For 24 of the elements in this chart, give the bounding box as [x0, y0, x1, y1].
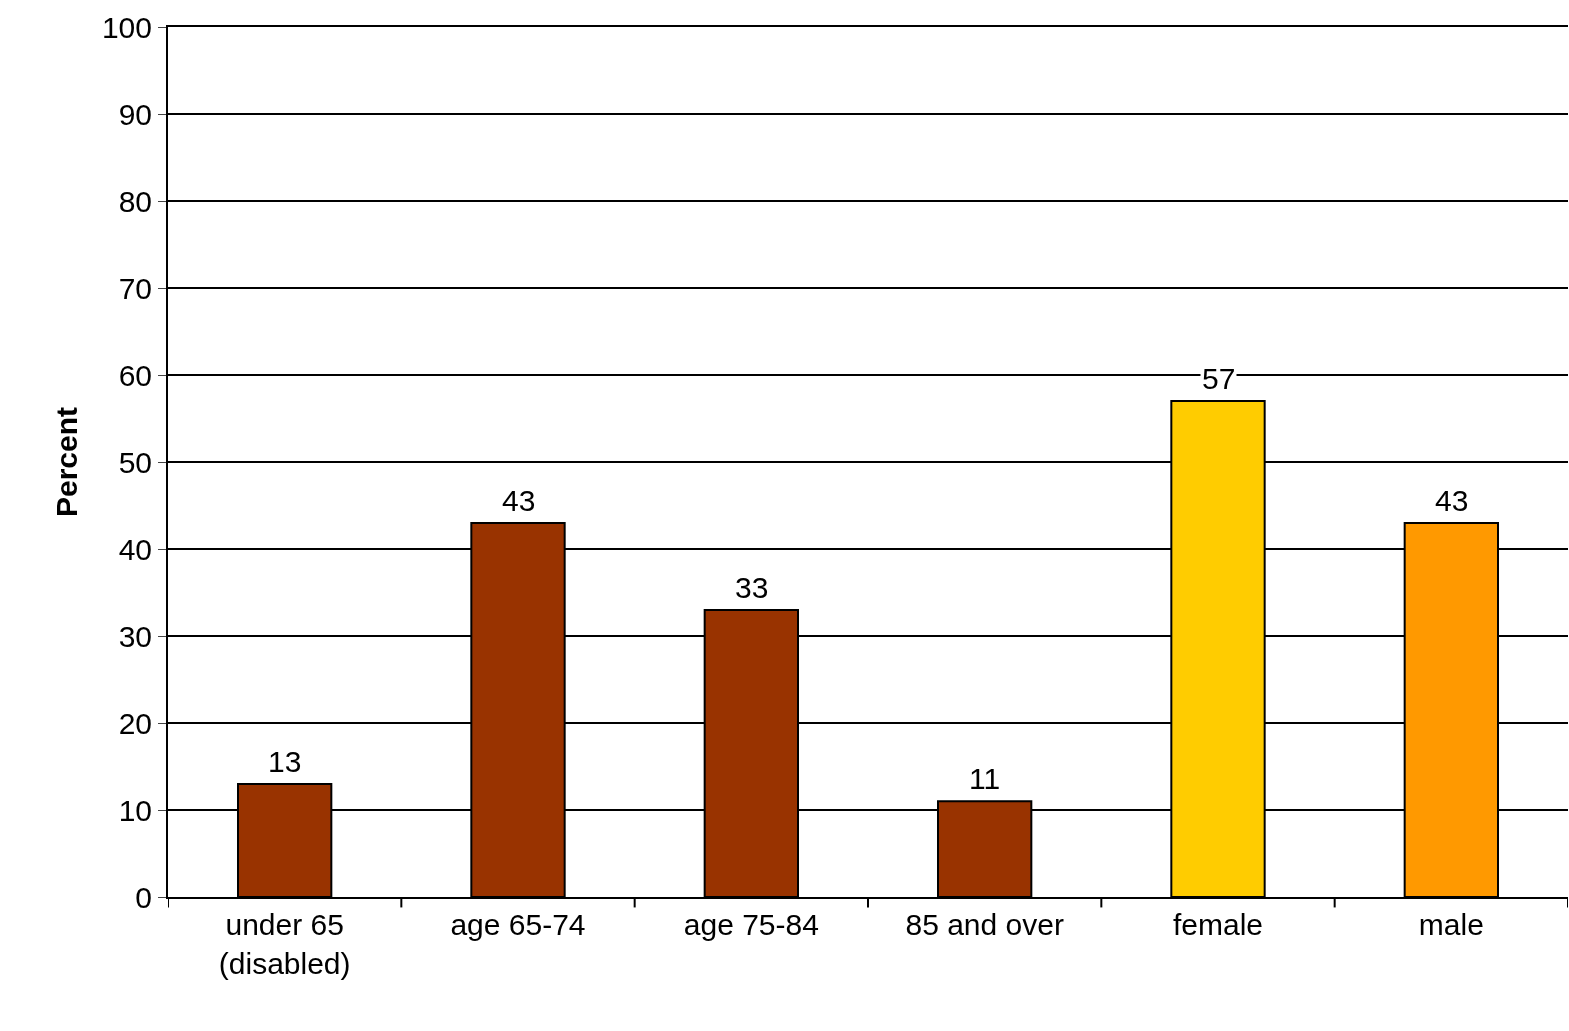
data-label: 33 [735, 571, 769, 604]
x-tick-label: 85 and over [905, 908, 1064, 941]
x-tick-label: under 65 (disabled) [218, 908, 351, 980]
data-label: 57 [1202, 362, 1236, 395]
y-tick-label: 60 [118, 358, 152, 392]
x-tick-label: female [1172, 908, 1264, 941]
data-label: 13 [268, 745, 302, 778]
y-tick-label: 50 [118, 445, 152, 479]
x-tick-label: age 75-84 [683, 908, 819, 941]
x-tick-label: male [1418, 908, 1484, 941]
y-tick-label: 70 [118, 271, 152, 305]
y-tick-label: 90 [118, 97, 152, 131]
y-tick-label: 100 [101, 10, 152, 44]
y-tick-label: 0 [135, 880, 152, 914]
data-label: 43 [502, 484, 536, 517]
y-tick-label: 30 [118, 619, 152, 653]
y-tick-label: 80 [118, 184, 152, 218]
data-label: 11 [969, 762, 1001, 795]
y-tick-label: 10 [118, 793, 152, 827]
x-tick-label: age 65-74 [450, 908, 586, 941]
y-axis-title: Percent [50, 406, 84, 518]
data-label: 43 [1435, 484, 1469, 517]
y-tick-label: 40 [118, 532, 152, 566]
y-tick-label: 20 [118, 706, 152, 740]
